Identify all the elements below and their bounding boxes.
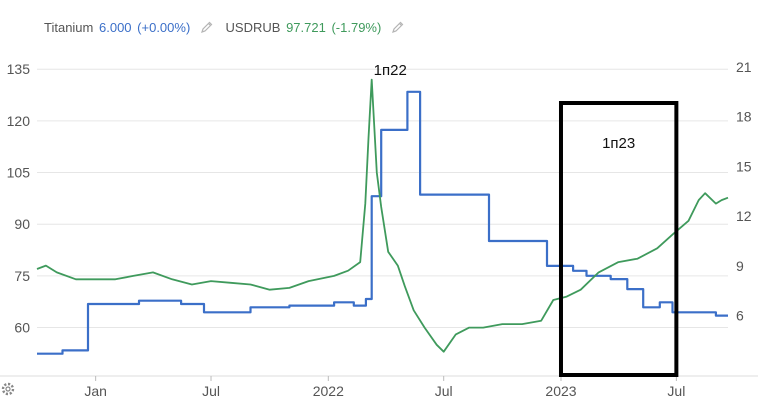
legend-usdrub-value: 97.721 bbox=[286, 20, 326, 35]
left-tick-label: 60 bbox=[14, 320, 30, 336]
legend-usdrub-change: (-1.79%) bbox=[331, 20, 382, 35]
chart-legend: Titanium 6.000 (+0.00%) USDRUB 97.721 (-… bbox=[44, 20, 413, 35]
left-tick-label: 90 bbox=[14, 216, 30, 232]
left-tick-label: 105 bbox=[7, 165, 31, 181]
legend-titanium-name: Titanium bbox=[44, 20, 94, 35]
left-axis: 60 75 90 105 120 135 bbox=[7, 61, 31, 335]
x-tick-label: 2023 bbox=[545, 383, 576, 399]
left-tick-label: 135 bbox=[7, 61, 31, 77]
annotation-label-2022: 1п22 bbox=[374, 62, 407, 79]
gear-icon[interactable] bbox=[1, 382, 15, 396]
usdrub-line bbox=[36, 78, 729, 353]
pencil-icon[interactable] bbox=[391, 20, 405, 34]
right-tick-label: 15 bbox=[736, 158, 752, 174]
left-tick-label: 120 bbox=[7, 113, 31, 129]
right-tick-label: 21 bbox=[736, 59, 752, 75]
x-tick-label: Jul bbox=[435, 383, 453, 399]
right-axis: 6 9 12 15 18 21 bbox=[736, 59, 752, 324]
titanium-line bbox=[37, 90, 728, 355]
right-tick-label: 12 bbox=[736, 208, 752, 224]
right-tick-label: 9 bbox=[736, 258, 744, 274]
pencil-icon[interactable] bbox=[200, 20, 214, 34]
x-tick-label: Jan bbox=[84, 383, 107, 399]
left-tick-label: 75 bbox=[14, 268, 30, 284]
legend-titanium-change: (+0.00%) bbox=[137, 20, 191, 35]
highlight-box bbox=[558, 101, 679, 377]
annotation-label-2023: 1п23 bbox=[602, 135, 635, 152]
grid-layer bbox=[37, 68, 728, 329]
annotation-layer: 1п22 1п23 bbox=[374, 62, 679, 377]
x-axis: Jan Jul 2022 Jul 2023 Jul bbox=[0, 375, 758, 399]
right-tick-label: 18 bbox=[736, 109, 752, 125]
legend-usdrub-name: USDRUB bbox=[225, 20, 281, 35]
x-tick-label: 2022 bbox=[313, 383, 344, 399]
series-layer bbox=[36, 78, 729, 355]
right-tick-label: 6 bbox=[736, 308, 744, 324]
x-tick-label: Jul bbox=[202, 383, 220, 399]
x-tick-label: Jul bbox=[667, 383, 685, 399]
legend-titanium-value: 6.000 bbox=[99, 20, 132, 35]
